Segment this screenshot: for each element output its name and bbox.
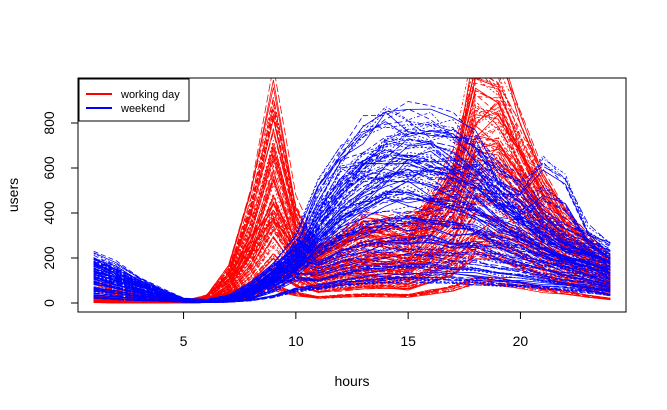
y-tick-label: 0 <box>41 299 57 307</box>
legend: working day weekend <box>79 79 189 121</box>
x-axis: 5 10 15 20 <box>180 312 529 349</box>
legend-label-working-day: working day <box>120 89 180 101</box>
x-axis-label: hours <box>334 373 369 389</box>
y-tick-label: 400 <box>41 201 57 225</box>
y-axis-label: users <box>5 178 21 212</box>
y-axis: 0 200 400 600 800 <box>41 111 78 307</box>
x-tick-label: 20 <box>513 333 529 349</box>
legend-label-weekend: weekend <box>120 103 165 115</box>
x-tick-label: 10 <box>288 333 304 349</box>
x-tick-label: 15 <box>400 333 416 349</box>
x-tick-label: 5 <box>180 333 188 349</box>
y-tick-label: 800 <box>41 111 57 135</box>
y-tick-label: 200 <box>41 246 57 270</box>
y-tick-label: 600 <box>41 156 57 180</box>
